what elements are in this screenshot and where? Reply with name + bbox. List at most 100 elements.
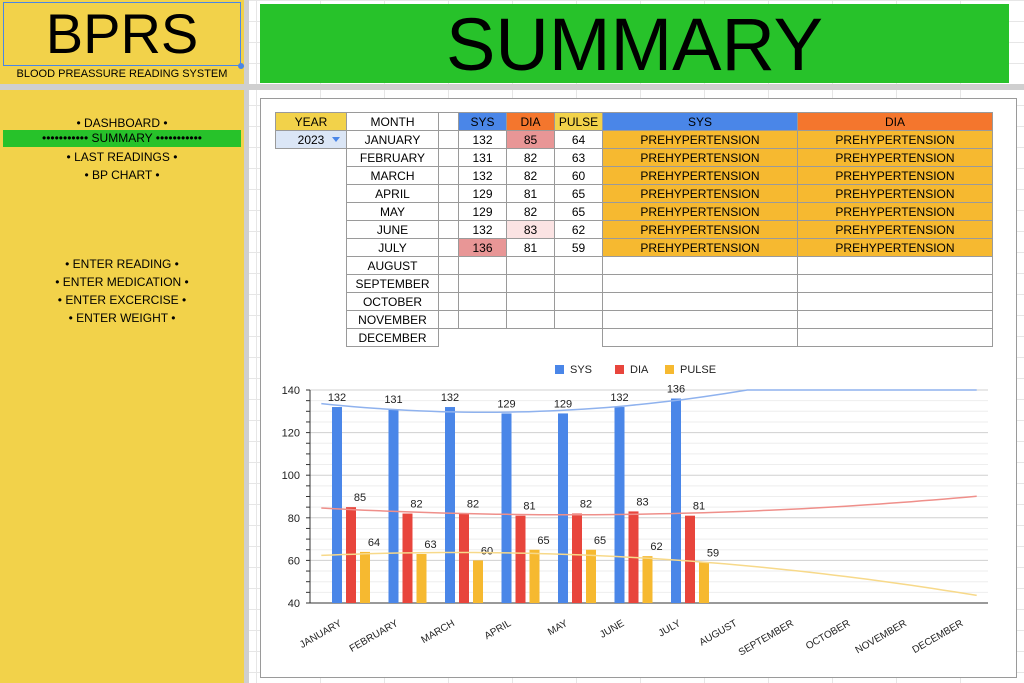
data-label: 129 xyxy=(497,398,515,410)
bar-pulse[interactable] xyxy=(586,549,596,603)
data-label: 82 xyxy=(467,499,479,511)
month-cell: DECEMBER xyxy=(346,328,439,347)
month-cell: JUNE xyxy=(346,220,439,239)
empty-cell xyxy=(275,310,347,329)
bar-sys[interactable] xyxy=(445,407,455,603)
dia-cell: 81 xyxy=(506,184,555,203)
legend-label-sys[interactable]: SYS xyxy=(570,364,592,376)
sidebar-nav: • DASHBOARD • ••••••••••• SUMMARY ••••••… xyxy=(0,90,244,683)
month-cell: JANUARY xyxy=(346,130,439,149)
x-tick-label: AUGUST xyxy=(698,618,740,648)
month-cell: NOVEMBER xyxy=(346,310,439,329)
dia-status-cell: PREHYPERTENSION xyxy=(797,130,993,149)
bar-pulse[interactable] xyxy=(416,554,427,603)
selection-handle-icon[interactable] xyxy=(238,63,244,69)
legend-label-dia[interactable]: DIA xyxy=(630,364,649,376)
empty-cell xyxy=(275,220,347,239)
spacer-cell xyxy=(438,148,459,167)
empty-cell xyxy=(275,238,347,257)
dia-cell: 82 xyxy=(506,202,555,221)
sys-cell: 129 xyxy=(458,184,507,203)
bar-dia[interactable] xyxy=(459,513,469,603)
dia-status-cell xyxy=(797,310,993,329)
nav-summary[interactable]: ••••••••••• SUMMARY ••••••••••• xyxy=(3,130,241,147)
month-cell: AUGUST xyxy=(346,256,439,275)
nav-enter-weight[interactable]: • ENTER WEIGHT • xyxy=(68,311,176,325)
bar-pulse[interactable] xyxy=(642,556,653,603)
nav-enter-exercise[interactable]: • ENTER EXCERCISE • xyxy=(57,293,187,307)
bar-dia[interactable] xyxy=(515,515,526,603)
bar-dia[interactable] xyxy=(685,515,695,603)
bar-pulse[interactable] xyxy=(529,549,540,603)
sys-status-cell: PREHYPERTENSION xyxy=(602,220,798,239)
legend-label-pulse[interactable]: PULSE xyxy=(680,364,716,376)
bar-pulse[interactable] xyxy=(699,562,709,603)
empty-cell xyxy=(275,274,347,293)
nav-last-readings[interactable]: • LAST READINGS • xyxy=(66,150,178,164)
dia-cell xyxy=(506,310,555,329)
frozen-column-divider[interactable] xyxy=(244,0,249,683)
trendline-pulse xyxy=(321,551,977,597)
logo-cell[interactable]: BPRS BLOOD PREASSURE READING SYSTEM xyxy=(0,0,244,84)
sys-status-cell xyxy=(602,292,798,311)
table-row: FEBRUARY 131 82 63 PREHYPERTENSION PREHY… xyxy=(275,148,993,167)
sys-cell: 132 xyxy=(458,220,507,239)
pulse-cell: 60 xyxy=(554,166,603,185)
bar-sys[interactable] xyxy=(501,413,512,603)
sys-status-cell: PREHYPERTENSION xyxy=(602,148,798,167)
nav-dashboard[interactable]: • DASHBOARD • xyxy=(76,116,168,130)
dia-status-cell: PREHYPERTENSION xyxy=(797,220,993,239)
spacer-cell xyxy=(438,328,459,347)
bar-sys[interactable] xyxy=(332,407,342,603)
x-tick-label: MAY xyxy=(546,618,570,638)
spacer-cell xyxy=(438,256,459,275)
nav-enter-reading[interactable]: • ENTER READING • xyxy=(65,257,179,271)
spacer-cell xyxy=(438,220,459,239)
x-tick-label: APRIL xyxy=(483,618,514,642)
frozen-row-divider[interactable] xyxy=(0,84,1024,90)
dia-status-cell: PREHYPERTENSION xyxy=(797,238,993,257)
month-cell: SEPTEMBER xyxy=(346,274,439,293)
dia-status-cell: PREHYPERTENSION xyxy=(797,166,993,185)
data-label: 62 xyxy=(650,541,662,553)
bar-dia[interactable] xyxy=(346,507,356,603)
x-tick-label: SEPTEMBER xyxy=(737,618,796,658)
bar-sys[interactable] xyxy=(388,409,399,603)
bar-dia[interactable] xyxy=(572,513,582,603)
sys-cell xyxy=(458,328,507,347)
dropdown-arrow-icon[interactable] xyxy=(332,137,340,142)
empty-cell xyxy=(275,292,347,311)
spacer-cell xyxy=(438,202,459,221)
spacer-cell xyxy=(438,274,459,293)
pulse-cell: 65 xyxy=(554,202,603,221)
data-label: 82 xyxy=(580,499,592,511)
y-tick-label: 140 xyxy=(282,385,300,397)
y-tick-label: 40 xyxy=(288,598,300,610)
trendline-sys xyxy=(321,389,977,414)
bar-pulse[interactable] xyxy=(360,551,370,603)
nav-enter-medication[interactable]: • ENTER MEDICATION • xyxy=(55,275,189,289)
dia-cell xyxy=(506,328,555,347)
spacer-cell xyxy=(438,184,459,203)
bar-sys[interactable] xyxy=(558,413,568,603)
x-tick-label: JUNE xyxy=(598,618,626,641)
bar-sys[interactable] xyxy=(614,407,625,603)
data-label: 131 xyxy=(384,394,402,406)
bp-chart[interactable]: 140 120 100 80 60 40 SYS DIA PULSE 132 85 64 JANUARY… xyxy=(270,356,1008,674)
data-label: 129 xyxy=(554,398,572,410)
legend-swatch-sys xyxy=(555,365,564,374)
data-label: 65 xyxy=(594,535,606,547)
x-tick-label: NOVEMBER xyxy=(854,618,909,656)
year-value: 2023 xyxy=(297,132,325,147)
nav-bp-chart[interactable]: • BP CHART • xyxy=(84,168,160,182)
data-label: 82 xyxy=(410,499,422,511)
year-dropdown[interactable]: 2023 xyxy=(275,130,347,149)
header-sys: SYS xyxy=(458,112,507,131)
empty-cell xyxy=(275,148,347,167)
pulse-cell xyxy=(554,256,603,275)
empty-cell xyxy=(275,256,347,275)
pulse-cell: 65 xyxy=(554,184,603,203)
bar-pulse[interactable] xyxy=(473,560,483,603)
bar-dia[interactable] xyxy=(402,513,413,603)
bar-sys[interactable] xyxy=(671,398,681,603)
